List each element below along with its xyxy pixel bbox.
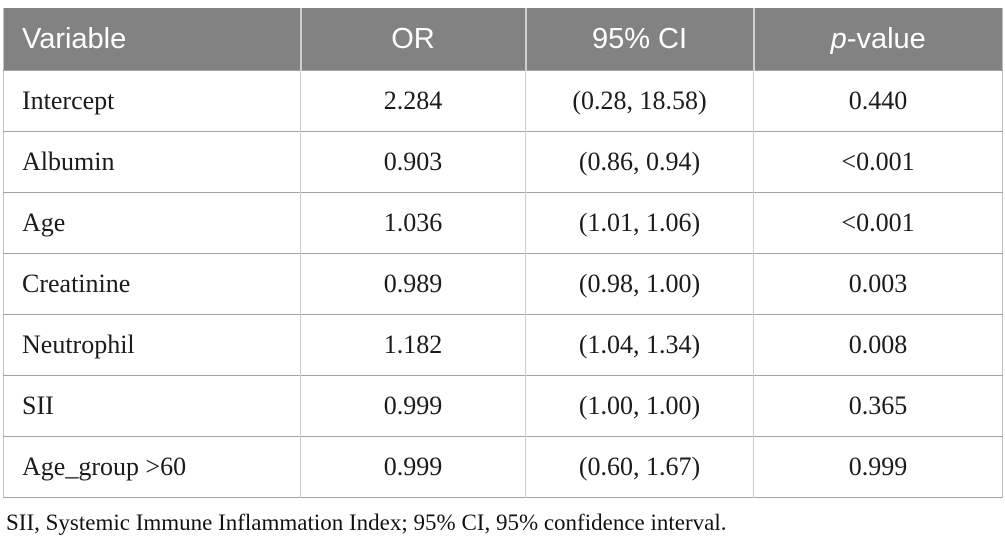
- cell-variable: SII: [3, 375, 301, 437]
- cell-p-value: 0.999: [753, 436, 1003, 498]
- table-row: Albumin 0.903 (0.86, 0.94) <0.001: [3, 131, 1003, 193]
- cell-variable: Age: [3, 192, 301, 254]
- cell-or: 0.999: [300, 436, 526, 498]
- cell-ci: (1.04, 1.34): [525, 314, 754, 376]
- cell-ci: (0.86, 0.94): [525, 131, 754, 193]
- cell-p-value: 0.440: [753, 70, 1003, 132]
- cell-ci: (1.01, 1.06): [525, 192, 754, 254]
- regression-table-figure: Variable OR 95% CI p-value Intercept 2.2…: [3, 8, 1003, 535]
- cell-variable: Intercept: [3, 70, 301, 132]
- table-row: Age 1.036 (1.01, 1.06) <0.001: [3, 192, 1003, 254]
- cell-p-value: 0.003: [753, 253, 1003, 315]
- cell-p-value: 0.008: [753, 314, 1003, 376]
- cell-p-value: 0.365: [753, 375, 1003, 437]
- table-row: SII 0.999 (1.00, 1.00) 0.365: [3, 375, 1003, 437]
- column-header-ci: 95% CI: [524, 8, 754, 71]
- cell-or: 0.903: [300, 131, 526, 193]
- regression-results-table: Variable OR 95% CI p-value Intercept 2.2…: [3, 8, 1003, 498]
- table-row: Intercept 2.284 (0.28, 18.58) 0.440: [3, 70, 1003, 132]
- cell-or: 1.036: [300, 192, 526, 254]
- cell-variable: Age_group >60: [3, 436, 301, 498]
- table-row: Neutrophil 1.182 (1.04, 1.34) 0.008: [3, 314, 1003, 376]
- cell-ci: (0.60, 1.67): [525, 436, 754, 498]
- cell-variable: Neutrophil: [3, 314, 301, 376]
- table-row: Creatinine 0.989 (0.98, 1.00) 0.003: [3, 253, 1003, 315]
- column-header-or: OR: [299, 8, 526, 71]
- cell-variable: Albumin: [3, 131, 301, 193]
- cell-or: 0.999: [300, 375, 526, 437]
- header-row: Variable OR 95% CI p-value: [3, 8, 1003, 71]
- cell-ci: (1.00, 1.00): [525, 375, 754, 437]
- cell-or: 0.989: [300, 253, 526, 315]
- cell-variable: Creatinine: [3, 253, 301, 315]
- column-header-p-value: p-value: [752, 8, 1003, 71]
- cell-ci: (0.98, 1.00): [525, 253, 754, 315]
- table-footnote: SII, Systemic Immune Inflammation Index;…: [6, 510, 727, 535]
- cell-or: 2.284: [300, 70, 526, 132]
- column-header-variable: Variable: [3, 8, 301, 71]
- cell-p-value: <0.001: [753, 131, 1003, 193]
- cell-p-value: <0.001: [753, 192, 1003, 254]
- table-row: Age_group >60 0.999 (0.60, 1.67) 0.999: [3, 436, 1003, 498]
- cell-or: 1.182: [300, 314, 526, 376]
- cell-ci: (0.28, 18.58): [525, 70, 754, 132]
- p-value-rest: -value: [846, 22, 926, 55]
- p-value-italic-p: p: [830, 22, 847, 55]
- table-header: Variable OR 95% CI p-value: [3, 8, 1003, 71]
- table-body: Intercept 2.284 (0.28, 18.58) 0.440 Albu…: [3, 70, 1003, 498]
